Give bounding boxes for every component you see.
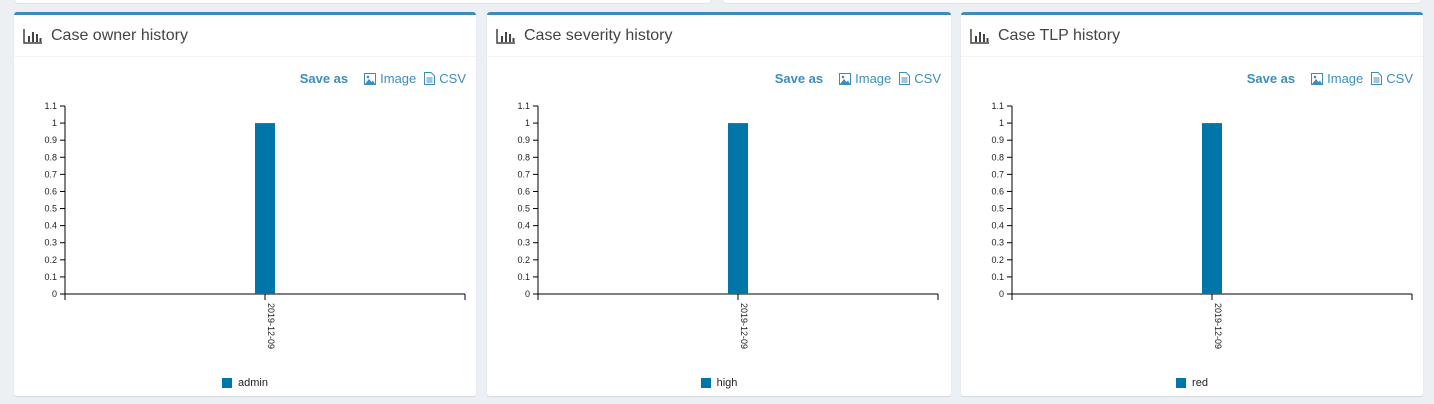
y-tick-label: 0.8: [44, 152, 57, 162]
save-bar: Save as Image CSV: [300, 71, 466, 86]
legend-swatch: [222, 378, 233, 388]
panel-title: Case severity history: [524, 26, 673, 44]
save-csv-link[interactable]: CSV: [1371, 71, 1413, 86]
panel-header: Case severity history: [487, 15, 951, 57]
save-image-label: Image: [1327, 71, 1364, 86]
panel-header: Case TLP history: [961, 15, 1423, 57]
save-as-label: Save as: [1246, 71, 1296, 86]
chart-svg: 0 0.1 0.2 0.3 0.4 0.5 0.6 0.7 0.8 0.9 1 1.1 2019-12-…: [517, 101, 939, 349]
y-tick-label: 0.2: [517, 255, 530, 265]
panel-case-severity-history: Case severity history Save as Image CSV …: [487, 12, 951, 396]
y-tick-label: 1.1: [44, 101, 57, 111]
x-tick-label: 2019-12-09: [1213, 303, 1223, 349]
y-tick-label: 0.1: [991, 272, 1004, 282]
y-tick-label: 0.1: [44, 272, 57, 282]
y-tick-label: 0.3: [44, 238, 57, 248]
y-tick-label: 0.4: [517, 221, 530, 231]
y-tick-label: 0.1: [517, 272, 530, 282]
y-tick-label: 0.9: [44, 135, 57, 145]
y-tick-label: 0.6: [991, 186, 1004, 196]
save-image-link[interactable]: Image: [839, 71, 891, 86]
save-image-link[interactable]: Image: [364, 71, 416, 86]
x-tick-label: 2019-12-09: [739, 303, 749, 349]
y-tick-label: 0: [52, 289, 57, 299]
y-tick-label: 0.7: [991, 169, 1004, 179]
legend: red: [961, 377, 1423, 389]
y-tick-label: 0.8: [517, 152, 530, 162]
save-image-link[interactable]: Image: [1311, 71, 1363, 86]
chart-svg: 0 0.1 0.2 0.3 0.4 0.5 0.6 0.7 0.8 0.9 1 1.1 2019-12-…: [991, 101, 1413, 349]
top-strip-right: [722, 0, 1422, 4]
save-bar: Save as Image CSV: [1247, 71, 1413, 86]
y-tick-label: 0.8: [991, 152, 1004, 162]
y-tick-label: 0.4: [991, 221, 1004, 231]
panel-case-owner-history: Case owner history Save as Image CSV 0 0.…: [14, 12, 476, 396]
y-tick-label: 0.5: [517, 204, 530, 214]
file-text-icon: [1371, 72, 1383, 85]
bar-chart-icon: [970, 28, 990, 44]
panel-header: Case owner history: [14, 15, 476, 57]
save-csv-label: CSV: [439, 71, 466, 86]
save-csv-label: CSV: [914, 71, 941, 86]
panel-case-tlp-history: Case TLP history Save as Image CSV 0 0.1 0…: [961, 12, 1423, 396]
y-tick-label: 0.3: [991, 238, 1004, 248]
save-as-label: Save as: [299, 71, 349, 86]
save-image-label: Image: [380, 71, 417, 86]
panel-title: Case owner history: [51, 26, 188, 44]
panel-title: Case TLP history: [998, 26, 1121, 44]
y-tick-label: 1.1: [991, 101, 1004, 111]
image-icon: [364, 72, 377, 85]
y-tick-label: 0.2: [44, 255, 57, 265]
y-tick-label: 0.5: [44, 204, 57, 214]
y-tick-label: 0.2: [991, 255, 1004, 265]
y-tick-label: 0.5: [991, 204, 1004, 214]
y-tick-label: 0: [525, 289, 530, 299]
legend: admin: [14, 377, 476, 389]
bar: [728, 123, 748, 294]
image-icon: [839, 72, 852, 85]
save-csv-label: CSV: [1386, 71, 1413, 86]
save-csv-link[interactable]: CSV: [899, 71, 941, 86]
y-tick-label: 1: [525, 118, 530, 128]
y-tick-label: 1.1: [517, 101, 530, 111]
y-tick-label: 0.3: [517, 238, 530, 248]
bar: [255, 123, 275, 294]
bar: [1202, 123, 1222, 294]
y-tick-label: 0.9: [991, 135, 1004, 145]
y-tick-label: 0.6: [44, 186, 57, 196]
bar-chart-icon: [496, 28, 516, 44]
save-image-label: Image: [855, 71, 892, 86]
save-bar: Save as Image CSV: [775, 71, 941, 86]
save-csv-link[interactable]: CSV: [424, 71, 466, 86]
legend-label: red: [1192, 377, 1208, 389]
bar-chart-icon: [23, 28, 43, 44]
chart-svg: 0 0.1 0.2 0.3 0.4 0.5 0.6 0.7 0.8 0.9 1 1.1 2019-12-…: [44, 101, 466, 349]
top-strip-left: [14, 0, 712, 4]
legend: high: [487, 377, 951, 389]
x-tick-label: 2019-12-09: [266, 303, 276, 349]
y-tick-label: 0.6: [517, 186, 530, 196]
y-tick-label: 0: [999, 289, 1004, 299]
y-tick-label: 0.4: [44, 221, 57, 231]
legend-swatch: [1176, 378, 1187, 388]
image-icon: [1311, 72, 1324, 85]
file-text-icon: [899, 72, 911, 85]
y-tick-label: 1: [999, 118, 1004, 128]
file-text-icon: [424, 72, 436, 85]
legend-label: high: [716, 377, 738, 389]
y-tick-label: 0.9: [517, 135, 530, 145]
legend-swatch: [700, 378, 711, 388]
legend-label: admin: [238, 377, 268, 389]
save-as-label: Save as: [774, 71, 824, 86]
y-tick-label: 1: [52, 118, 57, 128]
y-tick-label: 0.7: [44, 169, 57, 179]
y-tick-label: 0.7: [517, 169, 530, 179]
